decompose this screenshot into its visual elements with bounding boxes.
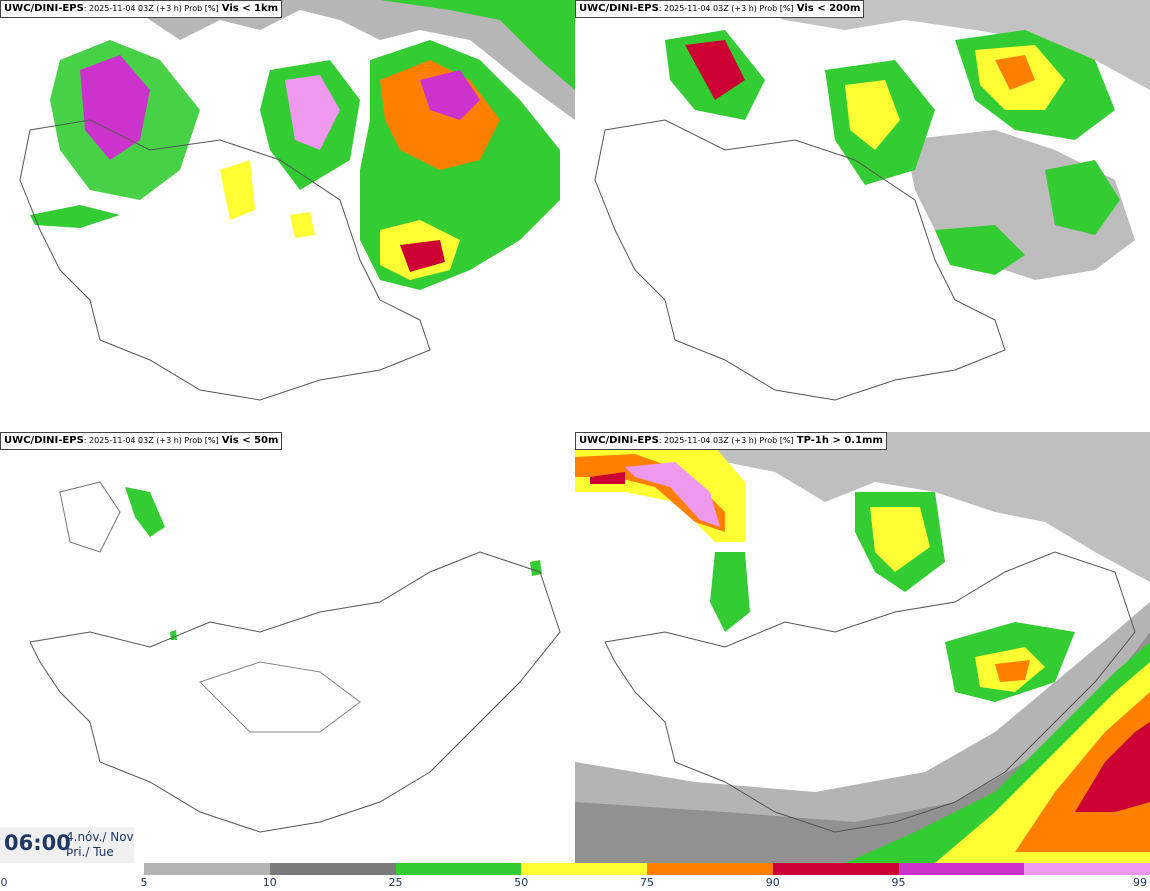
variable-name: Vis < 50m (221, 435, 279, 446)
panel-label: UWC/DINI-EPS: 2025-11-04 03Z (+3 h) Prob… (0, 432, 283, 450)
probability-map-vis-50m (0, 432, 575, 863)
run-meta: : 2025-11-04 03Z (+3 h) Prob [%] (83, 4, 219, 13)
map-panel-vis-50m: UWC/DINI-EPS: 2025-11-04 03Z (+3 h) Prob… (0, 432, 575, 863)
colorbar-tick: 50 (514, 876, 529, 889)
map-panel-vis-1km: UWC/DINI-EPS: 2025-11-04 03Z (+3 h) Prob… (0, 0, 575, 431)
colorbar-segment (647, 863, 773, 875)
valid-time: 06:00 (4, 831, 71, 855)
run-meta: : 2025-11-04 03Z (+3 h) Prob [%] (658, 4, 794, 13)
probability-colorbar (144, 863, 1150, 875)
probability-map-vis-200m (575, 0, 1150, 431)
colorbar-segment (144, 863, 270, 875)
model-source: UWC/DINI-EPS (4, 3, 84, 14)
variable-name: Vis < 1km (221, 3, 279, 14)
colorbar-tick: 75 (640, 876, 654, 889)
colorbar-segment (269, 863, 396, 875)
panel-label: UWC/DINI-EPS: 2025-11-04 03Z (+3 h) Prob… (0, 0, 283, 18)
variable-name: Vis < 200m (796, 3, 861, 14)
panel-label: UWC/DINI-EPS: 2025-11-04 03Z (+3 h) Prob… (575, 432, 887, 450)
map-panel-tp-1h: UWC/DINI-EPS: 2025-11-04 03Z (+3 h) Prob… (575, 432, 1150, 863)
model-source: UWC/DINI-EPS (4, 435, 84, 446)
valid-date-line1: 4.nóv./ Nov (66, 830, 134, 844)
colorbar-segment (1024, 863, 1150, 875)
run-meta: : 2025-11-04 03Z (+3 h) Prob [%] (83, 436, 219, 445)
valid-time-box: 06:00 4.nóv./ Nov Þri./ Tue (0, 827, 134, 863)
colorbar-tick: 5 (140, 876, 148, 889)
colorbar-tick-labels: 0 5 10 25 50 75 90 95 99 (0, 876, 1150, 890)
model-source: UWC/DINI-EPS (579, 3, 659, 14)
colorbar-tick: 95 (891, 876, 906, 889)
run-meta: : 2025-11-04 03Z (+3 h) Prob [%] (658, 436, 794, 445)
colorbar-tick: 99 (1133, 876, 1147, 889)
colorbar-segment (772, 863, 899, 875)
probability-map-vis-1km (0, 0, 575, 431)
colorbar-tick: 90 (765, 876, 780, 889)
probability-map-tp-1h (575, 432, 1150, 863)
colorbar-segment (395, 863, 522, 875)
colorbar-tick: 25 (388, 876, 403, 889)
colorbar-tick: 0 (0, 876, 8, 889)
colorbar-segment (898, 863, 1025, 875)
map-panel-vis-200m: UWC/DINI-EPS: 2025-11-04 03Z (+3 h) Prob… (575, 0, 1150, 431)
valid-date-line2: Þri./ Tue (66, 845, 114, 859)
colorbar-tick: 10 (262, 876, 277, 889)
colorbar-segment (521, 863, 647, 875)
model-source: UWC/DINI-EPS (579, 435, 659, 446)
variable-name: TP-1h > 0.1mm (796, 435, 883, 446)
panel-label: UWC/DINI-EPS: 2025-11-04 03Z (+3 h) Prob… (575, 0, 865, 18)
